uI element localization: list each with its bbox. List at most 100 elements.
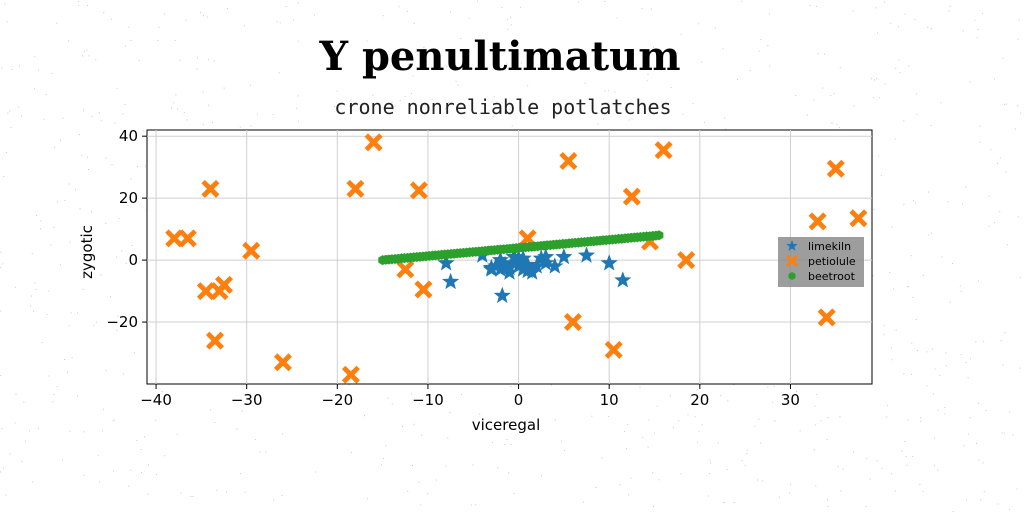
speckle-dot [555,419,556,420]
speckle-dot [32,482,33,483]
speckle-dot [887,405,888,406]
speckle-dot [904,441,905,442]
speckle-dot [512,125,513,126]
speckle-dot [541,475,542,476]
speckle-dot [944,407,945,408]
speckle-dot [913,200,914,201]
speckle-dot [814,100,815,101]
speckle-dot [1001,340,1002,341]
speckle-dot [436,480,437,481]
speckle-dot [54,147,55,148]
speckle-dot [653,506,654,507]
speckle-dot [240,127,241,128]
speckle-dot [827,499,828,500]
speckle-dot [492,442,493,443]
speckle-dot [68,41,69,42]
speckle-dot [175,40,176,41]
speckle-dot [70,242,71,243]
speckle-dot [795,95,796,96]
speckle-dot [950,302,951,303]
speckle-dot [0,267,1,268]
speckle-dot [917,114,918,115]
speckle-dot [926,351,927,352]
speckle-dot [137,166,138,167]
speckle-dot [80,208,81,209]
speckle-dot [0,252,1,253]
speckle-dot [931,233,932,234]
speckle-dot [177,109,178,110]
speckle-dot [456,81,457,82]
speckle-dot [277,21,278,22]
speckle-dot [279,72,280,73]
speckle-dot [399,6,400,7]
speckle-dot [1000,158,1001,159]
speckle-dot [881,175,882,176]
speckle-dot [461,394,462,395]
speckle-dot [141,472,142,473]
speckle-dot [879,97,880,98]
speckle-dot [620,484,621,485]
speckle-dot [450,12,451,13]
speckle-dot [682,113,683,114]
speckle-dot [95,59,96,60]
speckle-dot [164,455,165,456]
speckle-dot [978,281,979,282]
y-tick-label: 40 [119,127,138,145]
speckle-dot [35,289,36,290]
speckle-dot [998,504,999,505]
speckle-dot [35,282,36,283]
speckle-dot [630,478,631,479]
speckle-dot [148,465,149,466]
speckle-dot [407,11,408,12]
speckle-dot [67,372,68,373]
speckle-dot [501,7,502,8]
speckle-dot [155,420,156,421]
speckle-dot [927,27,928,28]
speckle-dot [999,211,1000,212]
speckle-dot [750,70,751,71]
speckle-dot [980,142,981,143]
speckle-dot [471,505,472,506]
speckle-dot [507,19,508,20]
speckle-dot [647,80,648,81]
speckle-dot [520,7,521,8]
speckle-dot [814,449,815,450]
speckle-dot [29,430,30,431]
speckle-dot [626,448,627,449]
y-tick-label: 0 [128,251,138,269]
speckle-dot [128,486,129,487]
speckle-dot [6,152,7,153]
speckle-dot [10,453,11,454]
speckle-dot [414,424,415,425]
speckle-dot [759,51,760,52]
speckle-dot [101,275,102,276]
speckle-dot [214,422,215,423]
speckle-dot [88,169,89,170]
speckle-dot [273,114,274,115]
speckle-dot [790,484,791,485]
speckle-dot [0,471,1,472]
speckle-dot [87,157,88,158]
speckle-dot [1005,332,1006,333]
speckle-dot [931,28,932,29]
speckle-dot [891,473,892,474]
speckle-dot [1,68,2,69]
speckle-dot [293,20,294,21]
speckle-dot [40,221,41,222]
speckle-dot [831,122,832,123]
speckle-dot [126,263,127,264]
speckle-dot [701,62,702,63]
speckle-dot [139,60,140,61]
speckle-dot [22,461,23,462]
speckle-dot [124,104,125,105]
speckle-dot [745,465,746,466]
speckle-dot [671,87,672,88]
speckle-dot [450,412,451,413]
speckle-dot [315,472,316,473]
speckle-dot [86,50,87,51]
speckle-dot [203,92,204,93]
speckle-dot [975,342,976,343]
speckle-dot [724,502,725,503]
speckle-dot [286,6,287,7]
speckle-dot [757,480,758,481]
